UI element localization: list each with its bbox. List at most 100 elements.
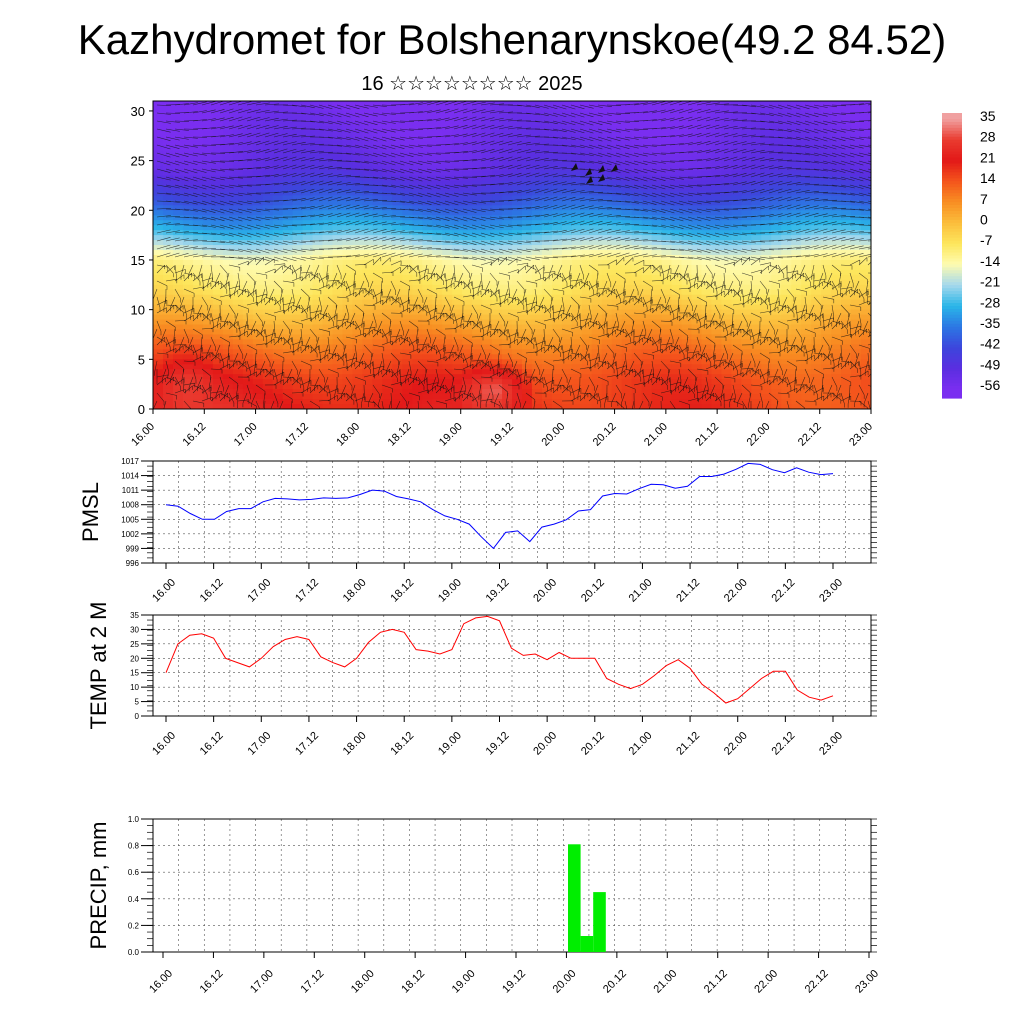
heatmap-cell: [861, 185, 871, 192]
heatmap-cell: [322, 101, 334, 107]
heatmap-cell: [472, 230, 483, 236]
heatmap-cell: [402, 255, 413, 261]
heatmap-cell: [182, 319, 194, 326]
heatmap-cell: [162, 215, 174, 221]
heatmap-cell: [621, 255, 633, 261]
heatmap-cell: [561, 160, 573, 167]
heatmap-cell: [282, 150, 294, 157]
heatmap-cell: [541, 135, 553, 142]
heatmap-cell: [412, 210, 423, 216]
heatmap-cell: [472, 245, 483, 251]
heatmap-cell: [382, 259, 393, 266]
heatmap-cell: [222, 215, 234, 221]
heatmap-cell: [362, 334, 373, 341]
heatmap-cell: [232, 125, 244, 132]
heatmap-cell: [412, 140, 423, 147]
heatmap-cell: [571, 379, 583, 385]
heatmap-cell: [382, 200, 393, 206]
heatmap-cell: [821, 334, 832, 341]
heatmap-cell: [831, 284, 842, 291]
heatmap-cell: [551, 279, 563, 286]
wind-vector: [165, 265, 175, 274]
heatmap-cell: [422, 220, 433, 226]
heatmap-cell: [811, 101, 822, 107]
wind-vector: [174, 224, 190, 226]
heatmap-cell: [631, 389, 643, 395]
heatmap-cell: [312, 379, 324, 385]
heatmap-cell: [232, 354, 244, 360]
heatmap-cell: [342, 190, 354, 196]
heatmap-cell: [372, 120, 383, 127]
heatmap-cell: [272, 215, 284, 221]
wind-vector: [156, 374, 168, 378]
heatmap-cell: [531, 389, 543, 395]
heatmap-cell: [502, 215, 513, 221]
heatmap-cell: [442, 190, 453, 196]
heatmap-cell: [292, 359, 304, 365]
heatmap-cell: [322, 155, 334, 162]
heatmap-cell: [811, 269, 822, 276]
heatmap-cell: [651, 324, 663, 331]
heatmap-cell: [262, 299, 274, 306]
wind-vector: [174, 184, 189, 189]
heatmap-cell: [302, 215, 314, 221]
heatmap-cell: [731, 364, 742, 370]
heatmap-cell: [601, 284, 613, 291]
heatmap-cell: [661, 289, 673, 296]
heatmap-cell: [282, 145, 294, 152]
heatmap-cell: [432, 165, 443, 172]
heatmap-cell: [721, 170, 732, 177]
heatmap-cell: [432, 215, 443, 221]
heatmap-cell: [641, 165, 653, 172]
heatmap-cell: [202, 110, 214, 117]
heatmap-cell: [861, 235, 871, 241]
heatmap-cell: [671, 294, 683, 301]
heatmap-cell: [851, 235, 862, 241]
heatmap-cell: [841, 329, 852, 336]
heatmap-cell: [242, 309, 254, 316]
heatmap-cell: [761, 110, 772, 117]
heatmap-cell: [252, 264, 264, 271]
heatmap-cell: [252, 220, 264, 226]
heatmap-cell: [861, 339, 871, 346]
heatmap-cell: [182, 294, 194, 301]
heatmap-cell: [611, 289, 623, 296]
heatmap-cell: [741, 399, 752, 405]
heatmap-cell: [571, 264, 583, 271]
heatmap-cell: [681, 185, 693, 192]
heatmap-cell: [841, 220, 852, 226]
heatmap-cell: [651, 180, 663, 187]
heatmap-cell: [502, 210, 513, 216]
heatmap-cell: [442, 235, 453, 241]
heatmap-cell: [781, 389, 792, 395]
heatmap-cell: [382, 230, 393, 236]
heatmap-cell: [821, 374, 832, 380]
wind-vector: [192, 119, 207, 122]
wind-vector: [219, 184, 234, 189]
heatmap-cell: [551, 324, 563, 331]
heatmap-cell: [671, 105, 683, 112]
heatmap-cell: [212, 101, 224, 107]
heatmap-cell: [202, 115, 214, 122]
heatmap-cell: [721, 374, 732, 380]
heatmap-cell: [781, 200, 792, 206]
heatmap-cell: [601, 274, 613, 281]
wind-vector: [210, 200, 225, 206]
heatmap-cell: [362, 130, 373, 137]
heatmap-cell: [262, 339, 274, 346]
heatmap-cell: [521, 250, 533, 256]
heatmap-cell: [202, 175, 214, 182]
heatmap-cell: [462, 274, 473, 281]
wind-vector: [228, 224, 243, 230]
heatmap-cell: [771, 185, 782, 192]
heatmap-cell: [541, 245, 553, 251]
heatmap-cell: [302, 250, 314, 256]
heatmap-cell: [212, 160, 224, 167]
heatmap-cell: [651, 250, 663, 256]
heatmap-cell: [302, 130, 314, 137]
heatmap-cell: [172, 230, 184, 236]
heatmap-cell: [502, 175, 513, 182]
heatmap-cell: [472, 145, 483, 152]
heatmap-cell: [362, 389, 373, 395]
heatmap-cell: [731, 334, 742, 341]
